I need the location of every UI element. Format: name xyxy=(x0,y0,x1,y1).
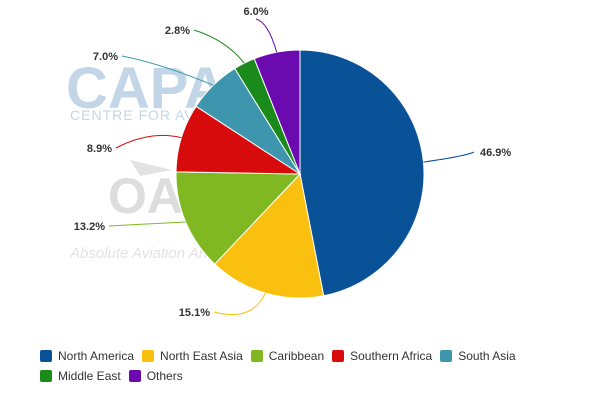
legend-label: Caribbean xyxy=(268,349,325,363)
data-label-others: 6.0% xyxy=(243,6,268,18)
legend-item-caribbean[interactable]: Caribbean xyxy=(250,346,325,366)
legend-swatch xyxy=(440,350,453,362)
data-label-caribbean: 13.2% xyxy=(74,221,105,233)
legend: North America North East Asia Caribbean Sou… xyxy=(40,346,580,386)
legend-label: North America xyxy=(58,349,135,363)
legend-label: Middle East xyxy=(58,369,121,383)
legend-swatch xyxy=(142,350,155,362)
leader-line-southern-africa xyxy=(115,134,182,149)
legend-swatch xyxy=(332,350,345,362)
watermark-swoosh xyxy=(130,160,172,176)
legend-swatch xyxy=(40,370,52,382)
leader-line-others xyxy=(255,18,278,53)
legend-label: Southern Africa xyxy=(350,349,433,363)
leader-line-north-america xyxy=(423,151,475,163)
pie-slice-north-east-asia[interactable] xyxy=(214,172,325,299)
legend-item-north-america[interactable]: North America xyxy=(40,346,134,366)
legend-item-southern-africa[interactable]: Southern Africa xyxy=(332,346,432,366)
label-leaders xyxy=(108,18,475,316)
pie-slice-north-america[interactable] xyxy=(299,49,425,297)
leader-line-middle-east xyxy=(193,29,245,64)
legend-swatch xyxy=(40,350,52,362)
legend-item-north-east-asia[interactable]: North East Asia xyxy=(142,346,243,366)
leader-line-caribbean xyxy=(108,221,186,227)
pie-slices xyxy=(175,49,425,299)
data-label-north-america: 46.9% xyxy=(480,147,511,159)
leader-line-north-east-asia xyxy=(213,292,266,316)
data-label-north-east-asia: 15.1% xyxy=(179,307,210,319)
legend-swatch xyxy=(128,370,141,382)
legend-item-middle-east[interactable]: Middle East xyxy=(40,366,121,386)
leader-line-south-asia xyxy=(121,55,214,86)
legend-label: North East Asia xyxy=(160,349,243,363)
watermark-mark: OA xyxy=(108,168,183,224)
data-label-southern-africa: 8.9% xyxy=(87,143,112,155)
legend-swatch xyxy=(250,350,263,362)
legend-label: Others xyxy=(146,369,183,383)
legend-label: South Asia xyxy=(458,349,516,363)
legend-item-others[interactable]: Others xyxy=(128,366,183,386)
data-labels: 46.9% 15.1% 13.2% 8.9% 7.0% 2.8% 6.0% xyxy=(74,6,512,319)
data-label-middle-east: 2.8% xyxy=(165,25,190,37)
data-label-south-asia: 7.0% xyxy=(93,51,118,63)
pie-slice-others[interactable] xyxy=(253,49,301,175)
legend-item-south-asia[interactable]: South Asia xyxy=(440,346,516,366)
